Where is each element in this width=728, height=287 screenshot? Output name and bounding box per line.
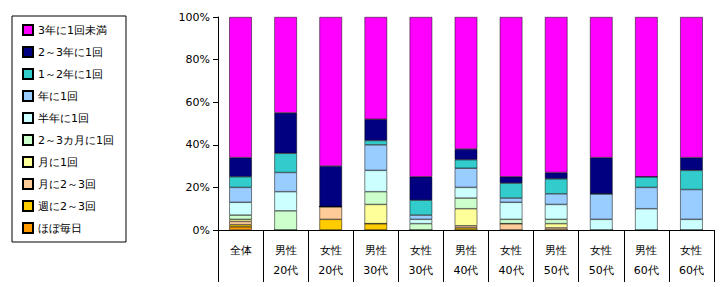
- svg-text:20代: 20代: [318, 264, 343, 277]
- svg-text:2～3カ月に1回: 2～3カ月に1回: [38, 134, 114, 147]
- svg-text:ほぼ毎日: ほぼ毎日: [38, 222, 82, 235]
- svg-text:年に1回: 年に1回: [38, 90, 78, 103]
- svg-text:40%: 40%: [186, 138, 210, 151]
- svg-text:0%: 0%: [193, 224, 210, 237]
- svg-text:60代: 60代: [634, 264, 659, 277]
- svg-text:男性: 男性: [365, 244, 387, 257]
- svg-text:女性: 女性: [680, 244, 702, 257]
- svg-text:30代: 30代: [363, 264, 388, 277]
- svg-text:女性: 女性: [590, 244, 612, 257]
- svg-text:80%: 80%: [186, 53, 210, 66]
- svg-text:女性: 女性: [410, 244, 432, 257]
- svg-text:男性: 男性: [545, 244, 567, 257]
- svg-text:女性: 女性: [320, 244, 342, 257]
- svg-text:20%: 20%: [186, 181, 210, 194]
- svg-text:3年に1回未満: 3年に1回未満: [38, 24, 107, 37]
- svg-text:男性: 男性: [275, 244, 297, 257]
- svg-text:100%: 100%: [179, 11, 210, 24]
- svg-text:週に2～3回: 週に2～3回: [38, 200, 96, 213]
- svg-text:50代: 50代: [544, 264, 569, 277]
- svg-text:2～3年に1回: 2～3年に1回: [38, 46, 103, 59]
- svg-text:1～2年に1回: 1～2年に1回: [38, 68, 103, 81]
- svg-text:40代: 40代: [499, 264, 524, 277]
- svg-text:60代: 60代: [679, 264, 704, 277]
- svg-text:男性: 男性: [455, 244, 477, 257]
- svg-text:50代: 50代: [589, 264, 614, 277]
- svg-text:40代: 40代: [454, 264, 479, 277]
- svg-text:全体: 全体: [230, 244, 252, 257]
- svg-text:60%: 60%: [186, 96, 210, 109]
- svg-text:月に1回: 月に1回: [38, 156, 78, 169]
- svg-text:月に2～3回: 月に2～3回: [38, 178, 96, 191]
- svg-text:30代: 30代: [408, 264, 433, 277]
- svg-text:男性: 男性: [635, 244, 657, 257]
- svg-text:女性: 女性: [500, 244, 522, 257]
- svg-text:半年に1回: 半年に1回: [38, 112, 89, 125]
- svg-text:20代: 20代: [273, 264, 298, 277]
